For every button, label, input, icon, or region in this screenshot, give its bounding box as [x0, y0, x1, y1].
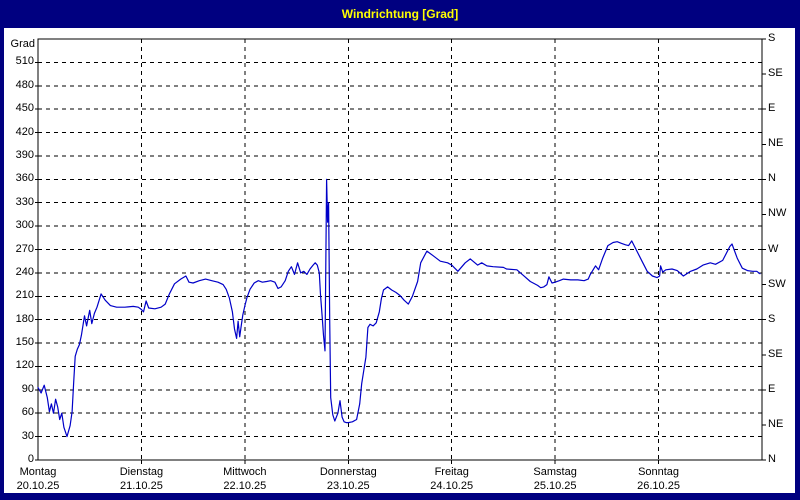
y-axis-tick-label: 300: [15, 219, 34, 232]
y-axis-tick-label: 360: [15, 172, 34, 185]
y-axis-tick-label: 240: [15, 265, 34, 278]
compass-tick-label: N: [768, 453, 776, 465]
compass-tick-label: SE: [768, 347, 783, 360]
x-axis-day-label: Donnerstag: [319, 466, 377, 478]
y-axis-tick-label: 210: [15, 289, 34, 302]
y-axis-tick-label: 270: [15, 242, 34, 255]
compass-tick-label: NE: [768, 417, 784, 430]
y-axis-tick-label: 450: [15, 102, 34, 115]
y-axis-tick-label: 90: [21, 382, 34, 395]
x-axis-date-label: 26.10.25: [637, 480, 680, 492]
x-axis-day-label: Montag: [19, 466, 57, 478]
compass-tick-label: SE: [768, 67, 783, 80]
window-title: Windrichtung [Grad]: [341, 7, 459, 21]
y-axis-tick-label: 150: [15, 336, 34, 349]
x-axis-date-label: 22.10.25: [223, 480, 267, 492]
compass-tick-label: NE: [768, 137, 784, 150]
x-axis-day-label: Freitag: [434, 466, 469, 478]
x-axis-date-label: 23.10.25: [326, 480, 370, 492]
compass-tick-label: S: [768, 312, 776, 325]
y-axis-tick-label: 30: [21, 429, 34, 442]
y-axis-tick-label: 330: [15, 195, 34, 208]
compass-tick-label: S: [768, 32, 776, 44]
x-axis-date-label: 20.10.25: [16, 480, 60, 492]
y-axis-tick-label: 420: [15, 125, 34, 138]
compass-tick-label: E: [768, 382, 776, 395]
y-axis-tick-label: 120: [15, 359, 34, 372]
compass-tick-label: N: [768, 172, 776, 185]
x-axis-day-label: Dienstag: [119, 466, 164, 478]
compass-tick-label: E: [768, 102, 776, 115]
y-axis-tick-label: 0: [27, 453, 34, 465]
chart-panel: [4, 28, 795, 493]
x-axis-day-label: Samstag: [533, 466, 577, 478]
y-axis-tick-label: 480: [15, 78, 34, 91]
compass-tick-label: SW: [768, 277, 786, 290]
x-axis-day-label: Mittwoch: [223, 466, 267, 478]
x-axis-date-label: 25.10.25: [533, 480, 577, 492]
x-axis-day-label: Sonntag: [638, 466, 680, 478]
y-axis-unit-label: Grad: [10, 38, 35, 50]
x-axis-date-label: 21.10.25: [120, 480, 163, 492]
y-axis-tick-label: 180: [15, 312, 34, 325]
y-axis-tick-label: 510: [15, 55, 34, 68]
title-bar: Windrichtung [Grad]: [0, 0, 800, 28]
compass-tick-label: NW: [768, 207, 787, 220]
x-axis-date-label: 24.10.25: [430, 480, 474, 492]
y-axis-tick-label: 60: [21, 406, 34, 419]
compass-tick-label: W: [768, 242, 779, 255]
y-axis-tick-label: 390: [15, 148, 34, 161]
